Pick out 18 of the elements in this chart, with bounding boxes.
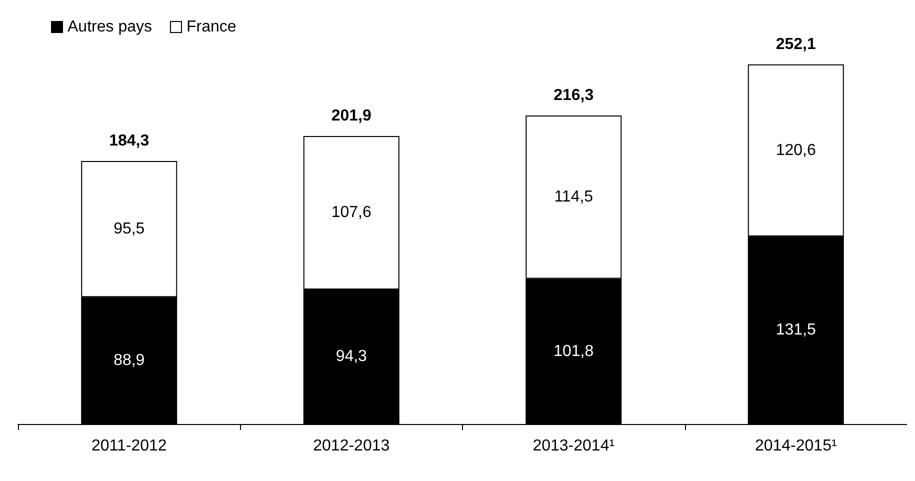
data-label: 120,6 [776, 142, 816, 159]
data-label: 95,5 [114, 220, 145, 238]
data-label: 107,6 [331, 204, 372, 222]
total-label: 184,3 [109, 132, 150, 150]
data-label: 101,8 [554, 342, 594, 360]
x-tick-label: 2011-2012 [91, 438, 167, 454]
x-tick-label: 2014-2015¹ [754, 438, 837, 454]
x-tick-label: 2013-2014¹ [532, 438, 615, 454]
total-label: 201,9 [331, 107, 372, 124]
total-label: 216,3 [554, 86, 594, 104]
legend-label: France [186, 18, 236, 36]
data-label: 131,5 [776, 322, 816, 339]
total-label: 252,1 [776, 36, 816, 53]
data-label: 88,9 [114, 352, 145, 370]
data-label: 94,3 [336, 348, 368, 366]
x-tick-label: 2012-2013 [313, 438, 390, 454]
data-label: 114,5 [554, 188, 594, 206]
legend-label: Autres pays [68, 18, 152, 36]
